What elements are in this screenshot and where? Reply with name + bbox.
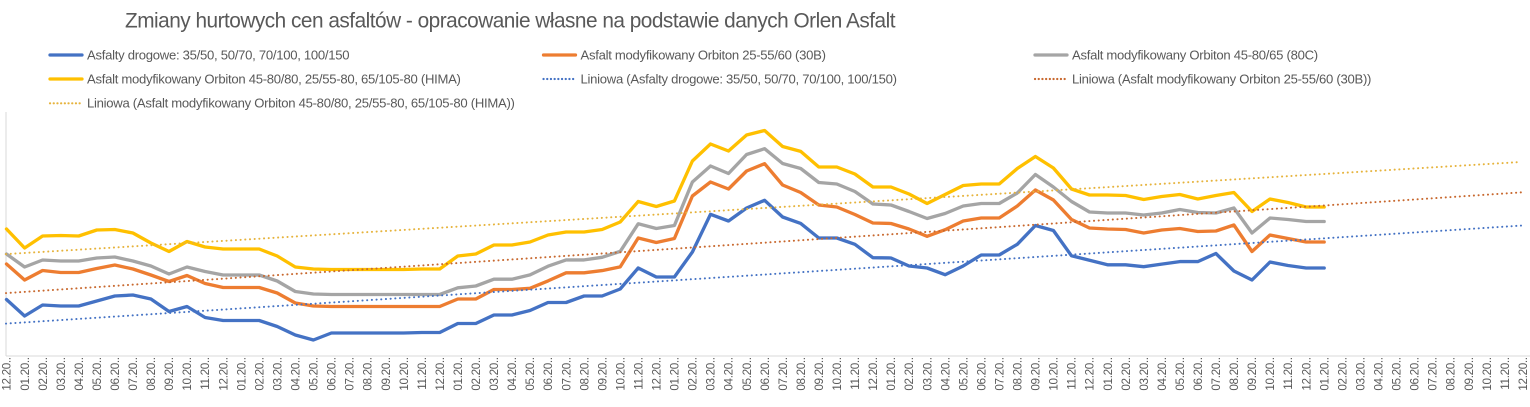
svg-text:12.20..: 12.20.. (217, 357, 230, 390)
svg-text:08.20..: 08.20.. (362, 357, 375, 390)
svg-text:11.20..: 11.20.. (1066, 357, 1079, 390)
svg-text:Liniowa (Asfalt modyfikowany O: Liniowa (Asfalt modyfikowany Orbiton 45-… (87, 96, 515, 111)
svg-text:Liniowa (Asfalt modyfikowany O: Liniowa (Asfalt modyfikowany Orbiton 25-… (1072, 71, 1371, 86)
svg-text:12.20..: 12.20.. (1517, 357, 1530, 390)
svg-text:04.20..: 04.20.. (506, 357, 519, 390)
svg-text:04.20..: 04.20.. (73, 357, 86, 390)
svg-text:07.20..: 07.20.. (127, 357, 140, 390)
svg-text:01.20..: 01.20.. (19, 357, 32, 390)
svg-text:01.20..: 01.20.. (669, 357, 682, 390)
svg-text:07.20..: 07.20.. (1210, 357, 1223, 390)
svg-text:05.20..: 05.20.. (1391, 357, 1404, 390)
svg-text:02.20..: 02.20.. (37, 357, 50, 390)
svg-text:08.20..: 08.20.. (145, 357, 158, 390)
svg-text:Asfalty drogowe: 35/50, 50/70,: Asfalty drogowe: 35/50, 50/70, 70/100, 1… (87, 47, 349, 62)
svg-text:02.20..: 02.20.. (903, 357, 916, 390)
svg-text:07.20..: 07.20.. (994, 357, 1007, 390)
svg-text:05.20..: 05.20.. (957, 357, 970, 390)
svg-text:10.20..: 10.20.. (1264, 357, 1277, 390)
svg-text:12.20..: 12.20.. (1300, 357, 1313, 390)
svg-text:01.20..: 01.20.. (1102, 357, 1115, 390)
svg-text:09.20..: 09.20.. (1246, 357, 1259, 390)
svg-text:04.20..: 04.20.. (1373, 357, 1386, 390)
svg-text:04.20..: 04.20.. (1156, 357, 1169, 390)
svg-text:08.20..: 08.20.. (795, 357, 808, 390)
svg-text:11.20..: 11.20.. (633, 357, 646, 390)
svg-text:04.20..: 04.20.. (290, 357, 303, 390)
svg-text:02.20..: 02.20.. (470, 357, 483, 390)
svg-text:Asfalt modyfikowany Orbiton 45: Asfalt modyfikowany Orbiton 45-80/65 (80… (1072, 47, 1318, 62)
svg-text:06.20..: 06.20.. (1409, 357, 1422, 390)
svg-text:10.20..: 10.20.. (614, 357, 627, 390)
svg-text:07.20..: 07.20.. (344, 357, 357, 390)
svg-text:08.20..: 08.20.. (1228, 357, 1241, 390)
svg-text:03.20..: 03.20.. (1138, 357, 1151, 390)
svg-text:05.20..: 05.20.. (1174, 357, 1187, 390)
svg-text:03.20..: 03.20.. (1355, 357, 1368, 390)
svg-text:10.20..: 10.20.. (398, 357, 411, 390)
svg-text:08.20..: 08.20.. (1445, 357, 1458, 390)
svg-text:04.20..: 04.20.. (939, 357, 952, 390)
svg-text:11.20..: 11.20.. (1499, 357, 1512, 390)
svg-text:05.20..: 05.20.. (308, 357, 321, 390)
svg-text:07.20..: 07.20.. (777, 357, 790, 390)
svg-text:06.20..: 06.20.. (975, 357, 988, 390)
svg-text:11.20..: 11.20.. (849, 357, 862, 390)
svg-text:06.20..: 06.20.. (1192, 357, 1205, 390)
svg-text:08.20..: 08.20.. (1012, 357, 1025, 390)
svg-text:04.20..: 04.20.. (723, 357, 736, 390)
svg-text:02.20..: 02.20.. (1336, 357, 1349, 390)
svg-text:12.20..: 12.20.. (1084, 357, 1097, 390)
svg-text:07.20..: 07.20.. (1427, 357, 1440, 390)
svg-text:09.20..: 09.20.. (813, 357, 826, 390)
svg-text:01.20..: 01.20.. (1318, 357, 1331, 390)
svg-text:03.20..: 03.20.. (55, 357, 68, 390)
svg-text:06.20..: 06.20.. (759, 357, 772, 390)
svg-text:10.20..: 10.20.. (1048, 357, 1061, 390)
svg-text:10.20..: 10.20.. (831, 357, 844, 390)
svg-text:03.20..: 03.20.. (488, 357, 501, 390)
svg-text:09.20..: 09.20.. (1463, 357, 1476, 390)
svg-text:01.20..: 01.20.. (452, 357, 465, 390)
svg-text:Zmiany hurtowych cen asfaltów: Zmiany hurtowych cen asfaltów - opracowa… (125, 10, 896, 33)
svg-text:02.20..: 02.20.. (253, 357, 266, 390)
svg-text:10.20..: 10.20.. (1481, 357, 1494, 390)
svg-text:02.20..: 02.20.. (1120, 357, 1133, 390)
svg-text:03.20..: 03.20.. (921, 357, 934, 390)
svg-text:05.20..: 05.20.. (524, 357, 537, 390)
svg-text:05.20..: 05.20.. (91, 357, 104, 390)
svg-text:01.20..: 01.20.. (235, 357, 248, 390)
svg-text:02.20..: 02.20.. (687, 357, 700, 390)
svg-text:09.20..: 09.20.. (163, 357, 176, 390)
svg-text:Liniowa (Asfalty drogowe: 35/5: Liniowa (Asfalty drogowe: 35/50, 50/70, … (581, 71, 897, 86)
svg-text:07.20..: 07.20.. (560, 357, 573, 390)
svg-text:12.20..: 12.20.. (434, 357, 447, 390)
svg-text:12.20..: 12.20.. (867, 357, 880, 390)
svg-text:09.20..: 09.20.. (380, 357, 393, 390)
svg-text:12.20..: 12.20.. (1, 357, 14, 390)
svg-text:06.20..: 06.20.. (542, 357, 555, 390)
svg-text:11.20..: 11.20.. (416, 357, 429, 390)
svg-text:06.20..: 06.20.. (326, 357, 339, 390)
svg-text:06.20..: 06.20.. (109, 357, 122, 390)
svg-text:10.20..: 10.20.. (181, 357, 194, 390)
svg-text:09.20..: 09.20.. (596, 357, 609, 390)
svg-text:11.20..: 11.20.. (199, 357, 212, 390)
svg-text:05.20..: 05.20.. (741, 357, 754, 390)
svg-text:03.20..: 03.20.. (271, 357, 284, 390)
svg-text:01.20..: 01.20.. (885, 357, 898, 390)
svg-text:11.20..: 11.20.. (1282, 357, 1295, 390)
svg-text:Asfalt modyfikowany Orbiton 25: Asfalt modyfikowany Orbiton 25-55/60 (30… (581, 47, 826, 62)
svg-text:03.20..: 03.20.. (705, 357, 718, 390)
svg-text:08.20..: 08.20.. (578, 357, 591, 390)
svg-text:09.20..: 09.20.. (1030, 357, 1043, 390)
svg-text:12.20..: 12.20.. (651, 357, 664, 390)
svg-text:Asfalt modyfikowany Orbiton 45: Asfalt modyfikowany Orbiton 45-80/80, 25… (87, 71, 461, 86)
